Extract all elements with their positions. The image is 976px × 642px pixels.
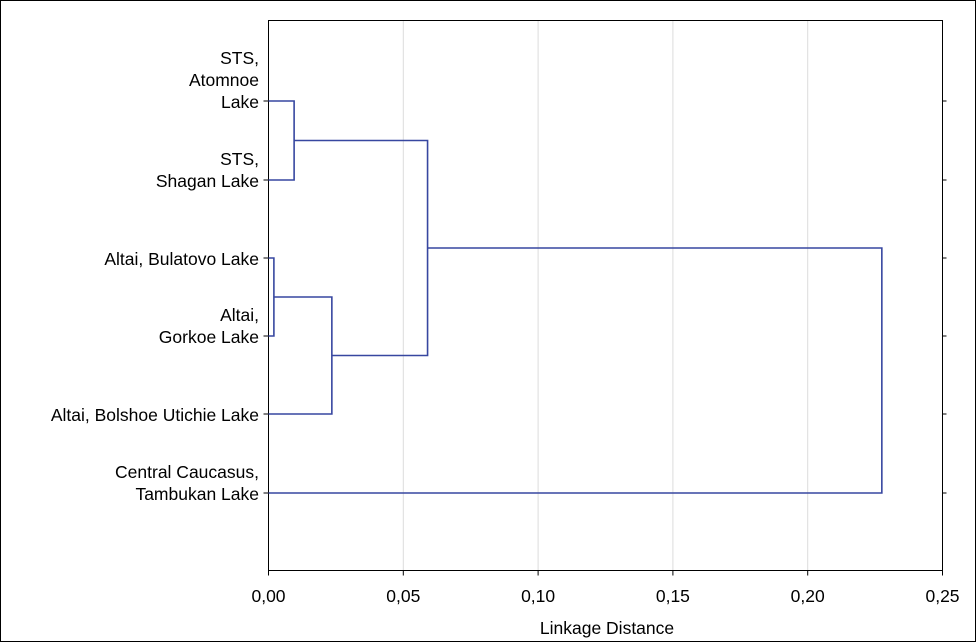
grid-lines (402, 20, 809, 571)
leaf-label: Altai, (220, 305, 259, 325)
leaf-label: Shagan Lake (156, 171, 259, 191)
x-tick-label: 0,25 (925, 586, 959, 606)
leaf-label: STS, (220, 48, 259, 68)
leaf-label: Gorkoe Lake (159, 327, 259, 347)
leaf-label: Altai, Bolshoe Utichie Lake (51, 405, 259, 425)
plot-area (268, 20, 943, 571)
leaf-label: Atomnoe (189, 70, 259, 90)
leaf-label: Central Caucasus, (115, 462, 259, 482)
dendrogram-tree (268, 100, 883, 494)
dendrogram-link (268, 296, 333, 415)
axis-ticks (263, 100, 947, 576)
dendrogram-link (268, 247, 883, 494)
dendrogram-link (268, 100, 295, 181)
leaf-label: Lake (221, 92, 259, 112)
x-tick-label: 0,10 (521, 586, 555, 606)
x-tick-label: 0,15 (656, 586, 690, 606)
leaf-label: Tambukan Lake (135, 484, 259, 504)
x-tick-labels: 0,00 0,05 0,10 0,15 0,20 0,25 (251, 586, 959, 606)
x-tick-label: 0,05 (386, 586, 420, 606)
x-tick-label: 0,00 (251, 586, 285, 606)
dendrogram-link (294, 139, 429, 357)
leaf-label: Altai, Bulatovo Lake (104, 249, 259, 269)
leaf-label: STS, (220, 149, 259, 169)
dendrogram-link (268, 257, 275, 337)
x-tick-label: 0,20 (791, 586, 825, 606)
x-axis-label: Linkage Distance (540, 618, 674, 638)
